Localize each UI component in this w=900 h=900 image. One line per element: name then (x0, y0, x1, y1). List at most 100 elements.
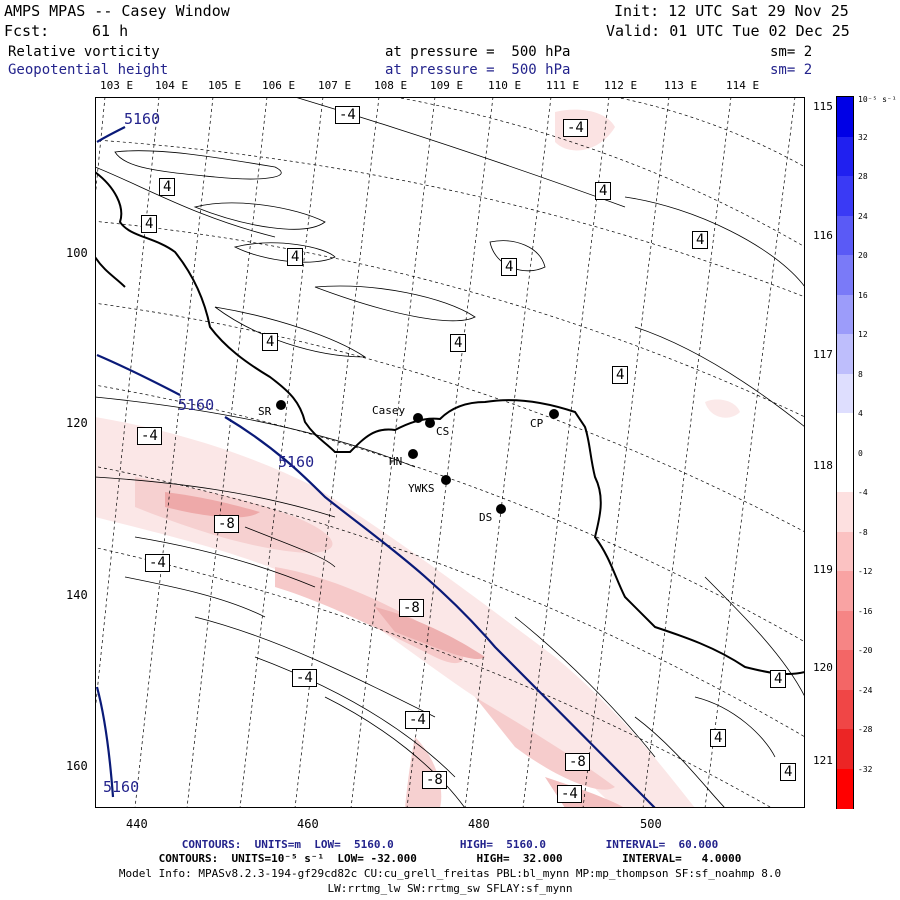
lon-label: 105 E (208, 79, 242, 92)
colorbar-tick-label: 28 (858, 172, 868, 181)
field2-name: Geopotential height (8, 62, 169, 78)
lon-label: 111 E (546, 79, 580, 92)
colorbar-tick-label: 16 (858, 290, 868, 300)
colorbar-segment (837, 650, 853, 690)
lon-label: 112 E (604, 79, 638, 92)
colorbar-tick-label: 12 (858, 330, 868, 339)
vort-label: 4 (710, 729, 727, 747)
colorbar-segment (837, 689, 853, 730)
y-tick-label: 120 (66, 416, 88, 430)
vort-label: 4 (287, 248, 304, 266)
app-title: AMPS MPAS -- Casey Window (4, 2, 230, 20)
colorbar-unit: 10⁻⁵ s⁻¹ (858, 95, 897, 104)
vort-label: 4 (770, 670, 787, 688)
colorbar-tick-label: -16 (858, 606, 873, 616)
station-label-sr: SR (258, 405, 272, 418)
lon-label: 108 E (374, 79, 408, 92)
vorticity-contours (95, 97, 805, 808)
footer-model-info: Model Info: MPASv8.2.3-194-gf29cd82c CU:… (118, 867, 782, 880)
vort-label: -4 (557, 785, 582, 803)
x-tick-label: 480 (468, 817, 490, 831)
footer-vorticity-contours: CONTOURS: UNITS=10⁻⁵ s⁻¹ LOW= -32.000 HI… (158, 852, 742, 865)
height-label: 5160 (178, 396, 215, 414)
lon-label: 103 E (100, 79, 134, 92)
coastline (95, 171, 805, 676)
lon-label: 109 E (430, 79, 464, 92)
field2-smoothing: sm= 2 (770, 62, 813, 78)
colorbar-tick-label: -8 (858, 527, 868, 537)
height-contours (95, 126, 656, 808)
vort-label: -4 (137, 427, 162, 445)
vort-label: -4 (145, 554, 170, 572)
vort-label: -8 (422, 771, 447, 789)
colorbar-tick-label: -20 (858, 646, 873, 655)
lon-label: 107 E (318, 79, 352, 92)
stations (276, 400, 559, 514)
height-label: 5160 (278, 453, 315, 471)
lon-label: 114 E (726, 79, 760, 92)
station-label-hn: HN (389, 455, 403, 468)
height-label: 5160 (124, 110, 161, 128)
colorbar-segment (837, 531, 853, 572)
colorbar-tick-label: -32 (858, 764, 873, 774)
colorbar-segment (837, 768, 853, 809)
field2-level: at pressure = 500 hPa (385, 62, 571, 78)
y-tick-label: 100 (66, 246, 88, 260)
colorbar-tick-label: -24 (858, 685, 873, 695)
lon-label: 106 E (262, 79, 296, 92)
colorbar-segment (837, 255, 853, 295)
colorbar-segment (837, 373, 853, 414)
colorbar (836, 96, 854, 809)
vort-label: -4 (405, 711, 430, 729)
y-tick-label: 160 (66, 759, 88, 773)
vort-label: 4 (595, 182, 612, 200)
lon-label: 113 E (664, 79, 698, 92)
valid-time: Valid: 01 UTC Tue 02 Dec 25 (606, 22, 850, 40)
colorbar-segment (837, 294, 853, 335)
vort-label: 4 (501, 258, 518, 276)
vort-label: 4 (692, 231, 709, 249)
station-label-cs: CS (436, 425, 450, 438)
colorbar-segment (837, 729, 853, 769)
colorbar-segment (837, 215, 853, 256)
colorbar-tick-label: -12 (858, 567, 873, 576)
colorbar-tick-label: -4 (858, 488, 868, 497)
colorbar-segment (837, 334, 853, 374)
footer-model-info-2: LW:rrtmg_lw SW:rrtmg_sw SFLAY:sf_mynn (327, 882, 573, 895)
colorbar-tick-label: 20 (858, 251, 868, 260)
vort-label: 4 (450, 334, 467, 352)
forecast-value: 61 h (92, 22, 129, 40)
x-tick-label: 460 (297, 817, 319, 831)
y-tick-label: 140 (66, 588, 88, 602)
vort-label: 4 (612, 366, 629, 384)
vort-label: -8 (214, 515, 239, 533)
colorbar-tick-label: 0 (858, 448, 863, 458)
x-tick-label: 500 (640, 817, 662, 831)
colorbar-segment (837, 492, 853, 532)
init-time: Init: 12 UTC Sat 29 Nov 25 (614, 2, 849, 20)
colorbar-segment (837, 413, 853, 453)
station-label-ywks: YWKS (408, 482, 435, 495)
lon-label: 104 E (155, 79, 189, 92)
vort-label: -4 (292, 669, 317, 687)
height-label: 5160 (103, 778, 140, 796)
colorbar-segment (837, 176, 853, 216)
colorbar-segment (837, 97, 853, 137)
vorticity-shading (95, 109, 740, 808)
colorbar-segment (837, 610, 853, 651)
vort-label: 4 (141, 215, 158, 233)
colorbar-tick-label: 24 (858, 211, 868, 221)
field1-smoothing: sm= 2 (770, 44, 813, 60)
weather-map (95, 97, 805, 808)
station-label-casey: Casey (372, 404, 406, 417)
vort-label: 4 (780, 763, 797, 781)
colorbar-tick-label: 8 (858, 369, 863, 379)
station-label-ds: DS (479, 511, 493, 524)
colorbar-segment (837, 452, 853, 493)
vort-label: -8 (565, 753, 590, 771)
colorbar-tick-label: 4 (858, 409, 863, 418)
lon-label: 110 E (488, 79, 522, 92)
vort-label: -4 (335, 106, 360, 124)
colorbar-tick-label: -28 (858, 725, 873, 734)
vort-label: -8 (399, 599, 424, 617)
